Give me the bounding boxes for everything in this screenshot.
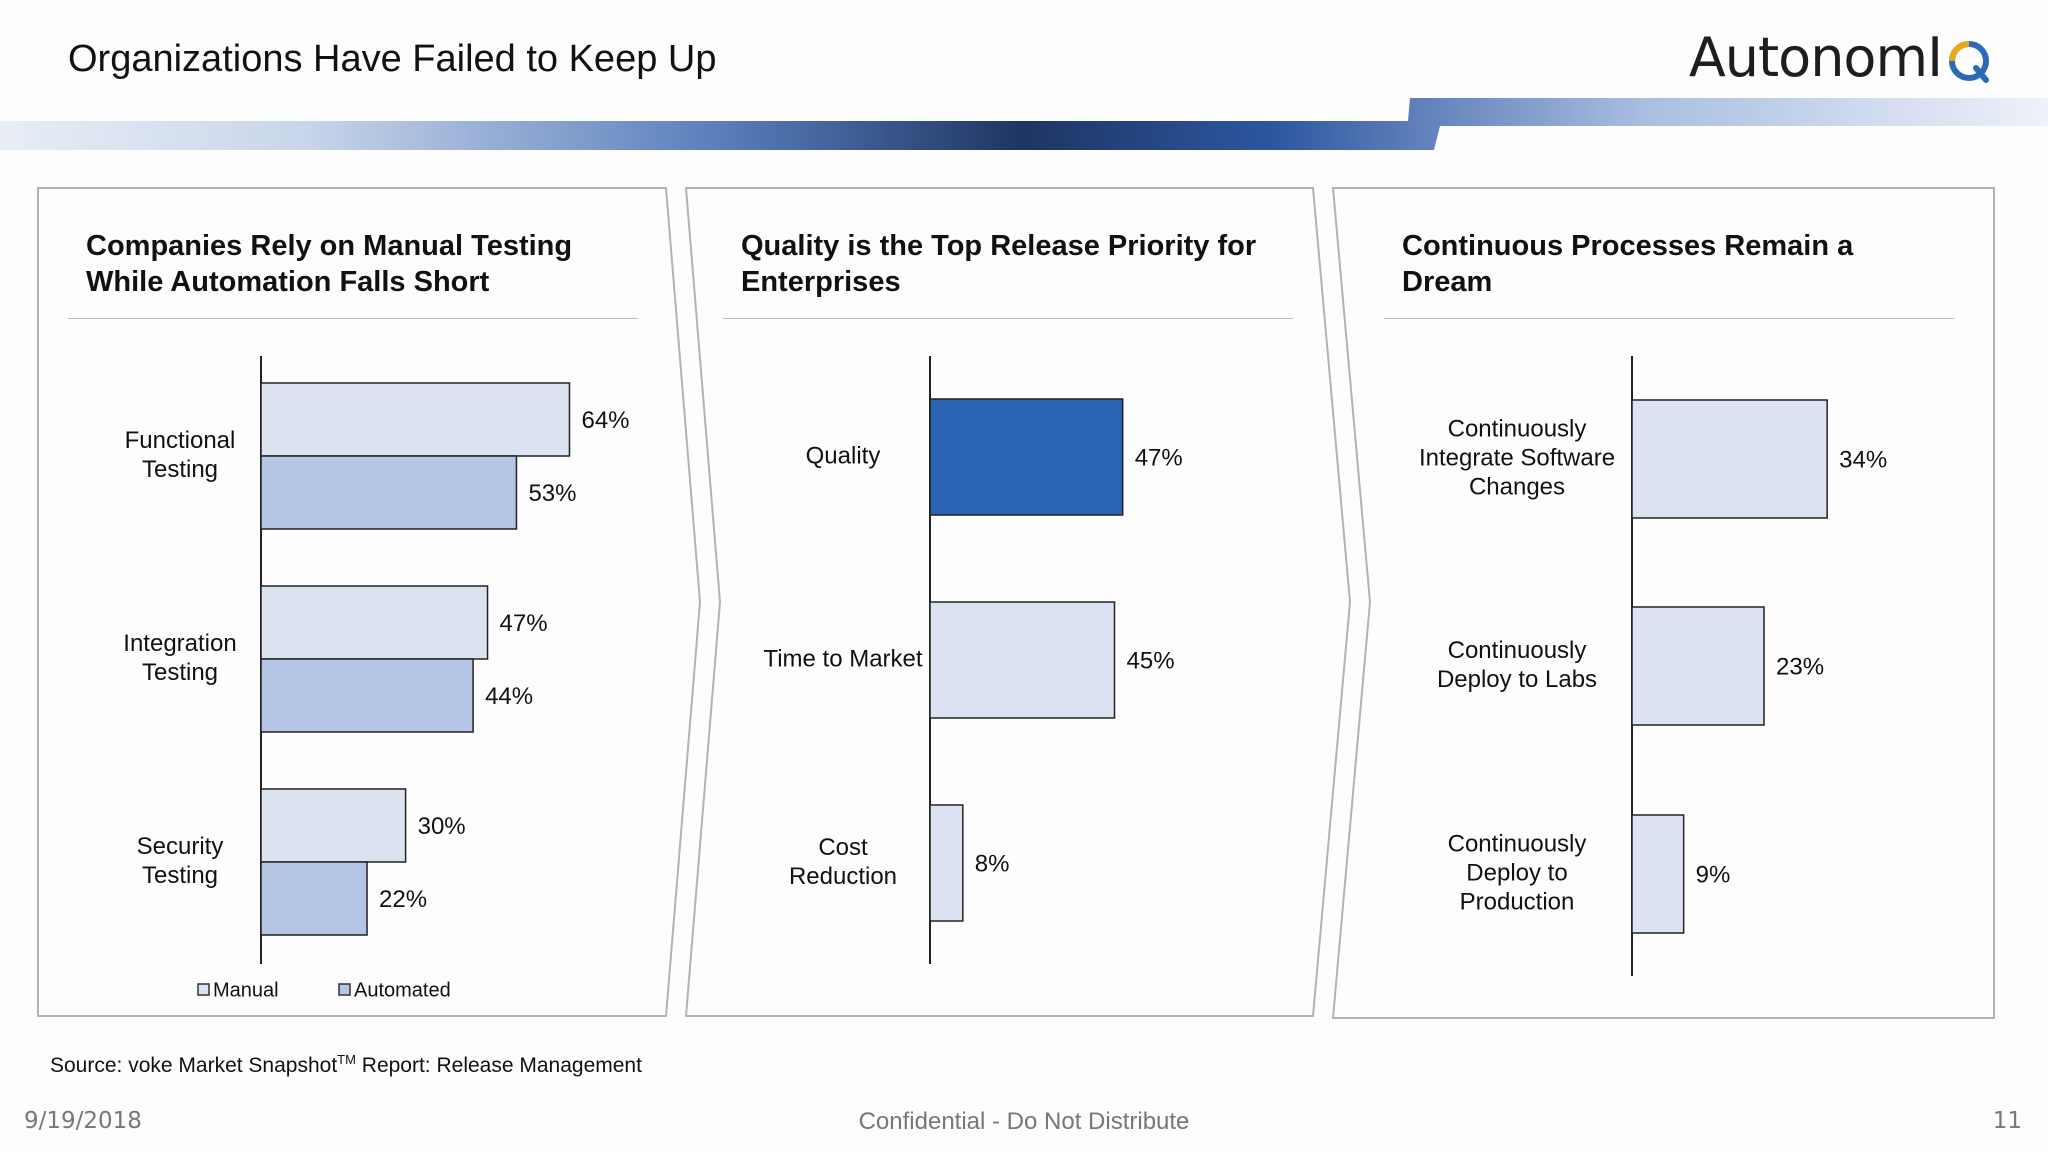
footer-page-number: 11 [1992, 1108, 2022, 1134]
panel2-value-label-3: 8% [975, 850, 1010, 877]
panel1-category-label-2-line2: Testing [142, 659, 218, 686]
panel3-title-line1: Continuous Processes Remain a [1402, 230, 1854, 262]
source-note: Source: voke Market SnapshotTM Report: R… [50, 1052, 642, 1078]
footer-date: 9/19/2018 [24, 1108, 142, 1134]
source-prefix: Source: voke Market Snapshot [50, 1054, 338, 1077]
panel1-bar-automated-1 [260, 455, 518, 530]
legend-label-automated: Automated [354, 979, 451, 1001]
panel3-category-label-2-line1: Continuously [1448, 637, 1587, 664]
panel2-bar-3 [929, 804, 964, 922]
panel2-bar-1 [929, 398, 1124, 516]
footer-confidential: Confidential - Do Not Distribute [858, 1108, 1190, 1135]
panel1-bar-manual-3 [260, 788, 407, 863]
panel3-category-label-2-line2: Deploy to Labs [1437, 666, 1597, 693]
panel2-value-label-1: 47% [1135, 444, 1183, 471]
panel1-category-label-3-line1: Security [137, 833, 224, 860]
source-trademark: TM [337, 1052, 356, 1067]
panel1-title-line1: Companies Rely on Manual Testing [86, 230, 573, 262]
panel3-category-label-3-line2: Deploy to [1466, 859, 1567, 886]
panel1-category-label-1-line2: Testing [142, 456, 218, 483]
panel3-bar-2 [1631, 606, 1765, 726]
panel2-title: Quality is the Top Release Priority for … [741, 228, 1256, 300]
panel2-title-line2: Enterprises [741, 266, 901, 298]
panel3-category-label-3-line3: Production [1460, 888, 1575, 915]
panel2-category-label-3-line1: Cost [818, 834, 868, 861]
panel1-bar-manual-2 [260, 585, 489, 660]
panel3-bar-3 [1631, 814, 1685, 934]
panel3-category-label-1-line2: Integrate Software [1419, 444, 1615, 471]
panel1-bar-automated-3 [260, 861, 368, 936]
panel1-value-label-manual-3: 30% [418, 813, 466, 840]
panel1-divider [68, 318, 638, 319]
panel1-value-label-automated-2: 44% [485, 683, 533, 710]
panel3-category-label-1-line3: Changes [1469, 473, 1565, 500]
panel3-bar-1 [1631, 399, 1828, 519]
panel1-value-label-manual-2: 47% [500, 610, 548, 637]
panel2-bar-2 [929, 601, 1116, 719]
logo-text: AutonomI [1688, 25, 1943, 89]
panel1-title-line2: While Automation Falls Short [86, 266, 490, 298]
legend-swatch-manual [197, 983, 210, 996]
panel2-title-line1: Quality is the Top Release Priority for [741, 230, 1257, 262]
panel2-category-label-3-line2: Reduction [789, 863, 897, 890]
panel3-category-label-1-line1: Continuously [1448, 415, 1587, 442]
legend-swatch-automated [338, 983, 351, 996]
panel1-bar-automated-2 [260, 658, 474, 733]
panel3-title-line2: Dream [1402, 266, 1493, 298]
panel2-category-label-2-line1: Time to Market [763, 645, 922, 672]
panel1-category-label-3-line2: Testing [142, 862, 218, 889]
panel1-value-label-manual-1: 64% [581, 407, 629, 434]
panel1-category-label-1-line1: Functional [125, 427, 236, 454]
panel3-value-label-2: 23% [1776, 653, 1824, 680]
autonomiq-logo: AutonomI [1689, 22, 1992, 92]
panel3-divider [1384, 318, 1954, 319]
panel3-title: Continuous Processes Remain a Dream [1402, 228, 1853, 300]
panel1-category-label-2-line1: Integration [123, 630, 236, 657]
panel3-value-label-3: 9% [1696, 861, 1731, 888]
logo-q-icon [1946, 34, 1992, 83]
panel2-divider [723, 318, 1293, 319]
panel3-value-label-1: 34% [1839, 446, 1887, 473]
panel1-bar-manual-1 [260, 382, 571, 457]
header-gradient-band [0, 98, 2048, 150]
legend-label-manual: Manual [213, 979, 279, 1001]
panel2-category-label-1-line1: Quality [806, 442, 881, 469]
slide-title: Organizations Have Failed to Keep Up [68, 38, 717, 80]
panel3-category-label-3-line1: Continuously [1448, 830, 1587, 857]
panel2-value-label-2: 45% [1127, 647, 1175, 674]
panel1-value-label-automated-3: 22% [379, 886, 427, 913]
panel1-value-label-automated-1: 53% [528, 480, 576, 507]
source-suffix: Report: Release Management [355, 1054, 642, 1077]
panel1-title: Companies Rely on Manual Testing While A… [86, 228, 572, 300]
